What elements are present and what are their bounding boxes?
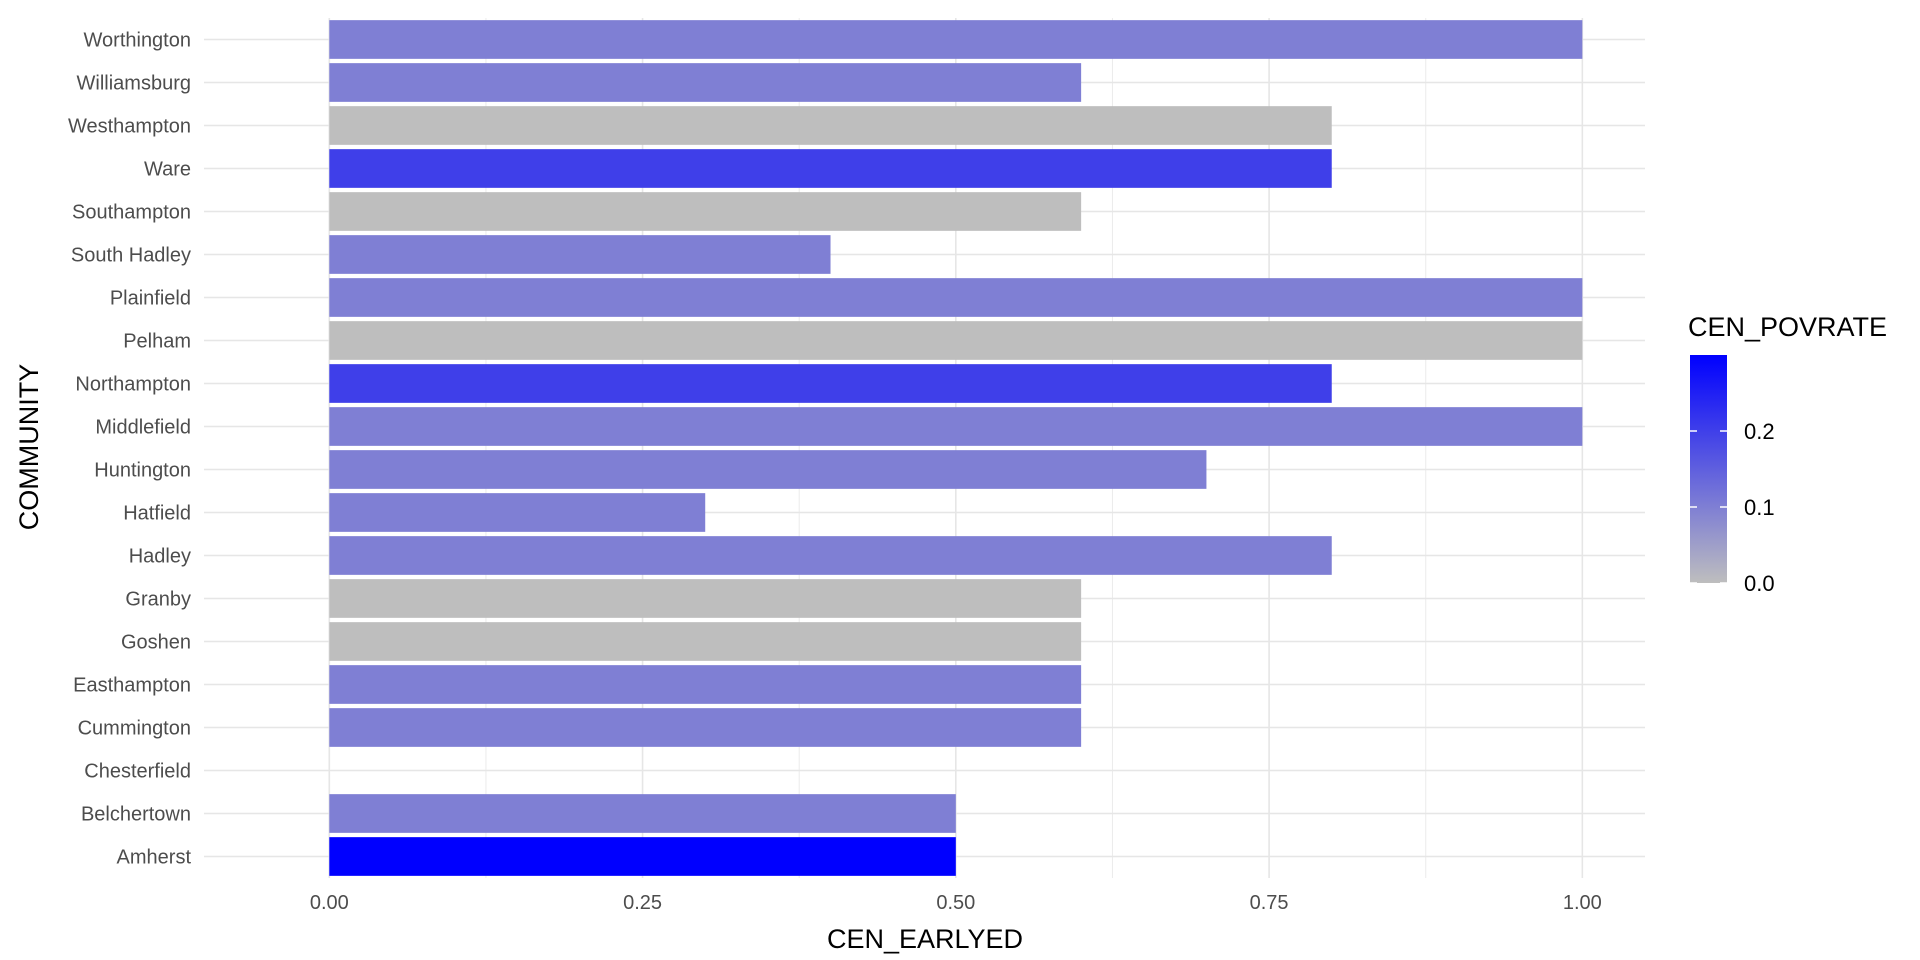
y-tick-label: Belchertown	[81, 804, 191, 826]
bar-goshen	[329, 622, 1082, 661]
y-tick-label: South Hadley	[71, 245, 191, 267]
legend: CEN_POVRATE 0.0 0.1 0.2	[1688, 312, 1887, 596]
bar-williamsburg	[329, 63, 1082, 102]
legend-tick-label: 0.2	[1744, 419, 1775, 444]
bar-hadley	[329, 536, 1332, 575]
y-tick-label: Hadley	[129, 546, 191, 568]
y-tick-label: Pelham	[123, 331, 191, 353]
y-tick-label: Worthington	[84, 30, 191, 52]
bar-worthington	[329, 20, 1583, 59]
x-tick-label: 0.50	[936, 892, 975, 914]
x-tick-label: 0.75	[1250, 892, 1289, 914]
legend-ticks: 0.0 0.1 0.2	[1690, 419, 1775, 596]
bar-hatfield	[329, 493, 706, 532]
bar-westhampton	[329, 106, 1332, 145]
y-tick-label: Southampton	[72, 202, 191, 224]
y-tick-label: Huntington	[94, 460, 191, 482]
legend-tick-label: 0.0	[1744, 571, 1775, 596]
y-tick-label: Granby	[125, 589, 191, 611]
x-tick-label: 0.25	[623, 892, 662, 914]
y-tick-label: Ware	[144, 159, 191, 181]
y-tick-label: Amherst	[117, 847, 192, 869]
x-tick-label: 0.00	[310, 892, 349, 914]
x-axis-ticks: 0.00 0.25 0.50 0.75 1.00	[310, 892, 1602, 914]
bar-easthampton	[329, 665, 1082, 704]
y-tick-label: Goshen	[121, 632, 191, 654]
y-tick-label: Middlefield	[95, 417, 191, 439]
bar-south-hadley	[329, 235, 831, 274]
bar-pelham	[329, 321, 1583, 360]
y-axis-title: COMMUNITY	[14, 364, 44, 530]
grid	[204, 18, 1645, 878]
bar-southampton	[329, 192, 1082, 231]
y-tick-label: Plainfield	[110, 288, 191, 310]
legend-title: CEN_POVRATE	[1688, 312, 1887, 342]
bar-huntington	[329, 450, 1207, 489]
y-tick-label: Easthampton	[73, 675, 191, 697]
y-tick-label: Cummington	[78, 718, 191, 740]
bar-amherst	[329, 837, 956, 876]
x-axis-title: CEN_EARLYED	[827, 924, 1023, 954]
bar-cummington	[329, 708, 1082, 747]
x-tick-label: 1.00	[1563, 892, 1602, 914]
legend-tick-label: 0.1	[1744, 495, 1775, 520]
y-tick-label: Chesterfield	[84, 761, 191, 783]
bar-middlefield	[329, 407, 1583, 446]
bar-belchertown	[329, 794, 956, 833]
legend-colorbar	[1690, 355, 1727, 583]
y-tick-label: Northampton	[75, 374, 191, 396]
y-axis-ticks: Amherst Belchertown Chesterfield Cummington…	[68, 30, 191, 869]
bar-ware	[329, 149, 1332, 188]
y-tick-label: Hatfield	[123, 503, 191, 525]
bar-plainfield	[329, 278, 1583, 317]
bar-granby	[329, 579, 1082, 618]
y-tick-label: Williamsburg	[77, 73, 191, 95]
bars	[329, 20, 1583, 876]
y-tick-label: Westhampton	[68, 116, 191, 138]
bar-northampton	[329, 364, 1332, 403]
